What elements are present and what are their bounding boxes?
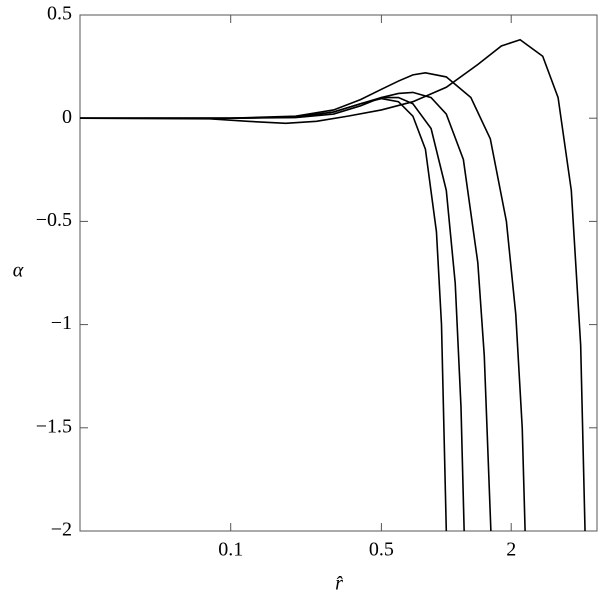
y-tick-label: −1: [51, 312, 72, 334]
x-tick-label: 0.5: [369, 539, 394, 561]
x-tick-label: 2: [506, 539, 516, 561]
y-tick-label: 0: [62, 106, 72, 128]
y-tick-label: −0.5: [36, 209, 72, 231]
y-tick-label: −2: [51, 519, 72, 541]
plot-frame: [79, 14, 598, 532]
curve: [80, 91, 492, 532]
curve: [79, 38, 586, 532]
x-axis-label: r̂: [335, 573, 343, 595]
curve: [80, 97, 448, 532]
curve: [80, 96, 465, 532]
curve: [80, 71, 526, 532]
y-axis-label: α: [13, 260, 24, 282]
x-tick-label: 0.1: [218, 539, 243, 561]
y-tick-label: −1.5: [36, 415, 72, 437]
y-tick-label: 0.5: [47, 3, 72, 25]
